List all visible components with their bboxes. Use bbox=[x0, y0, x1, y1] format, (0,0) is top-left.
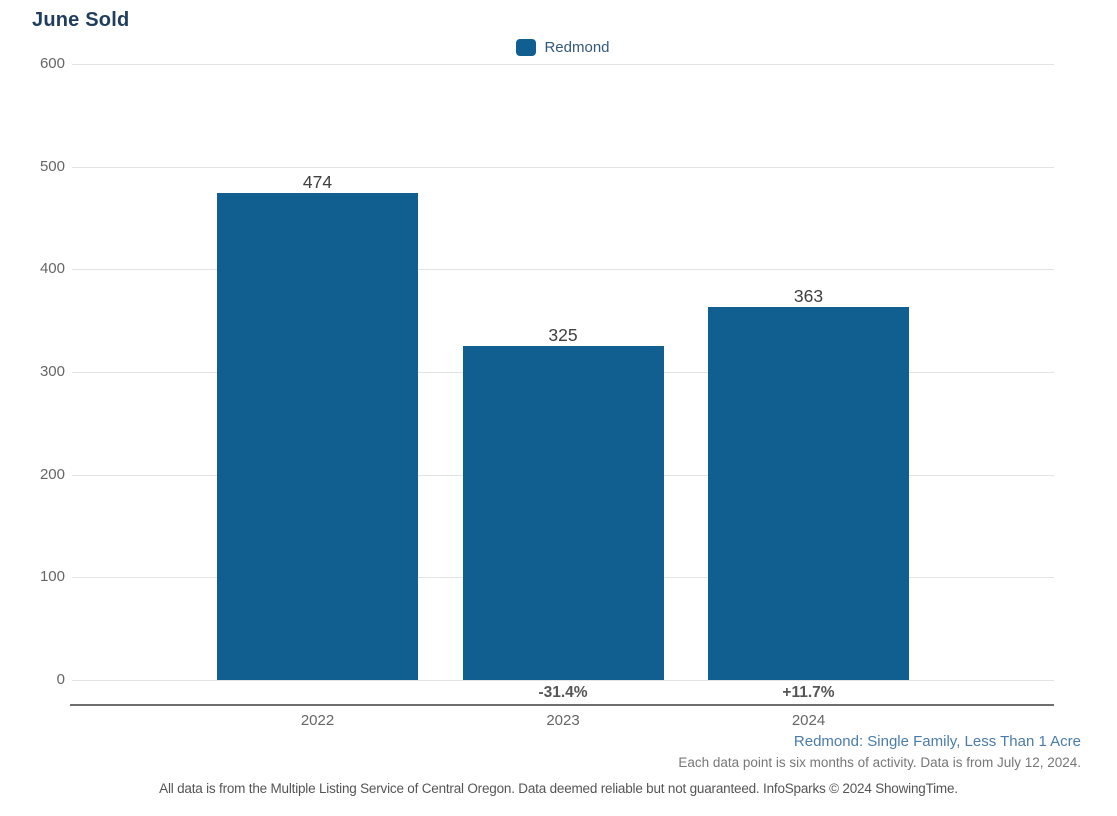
percent-change-label: -31.4% bbox=[538, 684, 588, 701]
gridline bbox=[72, 269, 1054, 271]
bar-2023[interactable] bbox=[462, 346, 664, 680]
footer-series-description: Redmond: Single Family, Less Than 1 Acre bbox=[793, 733, 1081, 750]
x-axis-line bbox=[70, 704, 1054, 706]
y-axis-tick-label: 600 bbox=[39, 55, 65, 72]
x-axis-tick-label: 2024 bbox=[791, 712, 826, 729]
bar-value-label: 325 bbox=[548, 325, 578, 346]
bar-value-label: 363 bbox=[793, 286, 824, 307]
y-axis-tick-label: 400 bbox=[39, 260, 65, 278]
y-axis-tick-label: 200 bbox=[39, 465, 65, 483]
bar-value-label: 474 bbox=[302, 172, 333, 193]
gridline bbox=[72, 680, 1054, 681]
percent-change-label: +11.7% bbox=[782, 684, 835, 701]
y-axis-tick-label: 500 bbox=[39, 157, 65, 175]
bar-2022[interactable] bbox=[217, 193, 418, 680]
x-axis-tick-label: 2023 bbox=[546, 712, 580, 729]
gridline bbox=[72, 166, 1054, 168]
footer-disclaimer: All data is from the Multiple Listing Se… bbox=[159, 781, 958, 796]
legend-swatch-icon bbox=[516, 38, 537, 56]
legend[interactable]: Redmond bbox=[72, 38, 1054, 56]
footer-activity-note: Each data point is six months of activit… bbox=[678, 755, 1081, 770]
y-axis-tick-label: 0 bbox=[56, 671, 65, 688]
bar-2024[interactable] bbox=[708, 307, 909, 680]
legend-label: Redmond bbox=[544, 38, 610, 56]
y-axis-tick-label: 100 bbox=[39, 568, 65, 586]
y-axis-tick-label: 300 bbox=[39, 363, 65, 380]
chart-title: June Sold bbox=[32, 9, 130, 31]
gridline bbox=[72, 64, 1054, 65]
x-axis-tick-label: 2022 bbox=[300, 712, 335, 729]
